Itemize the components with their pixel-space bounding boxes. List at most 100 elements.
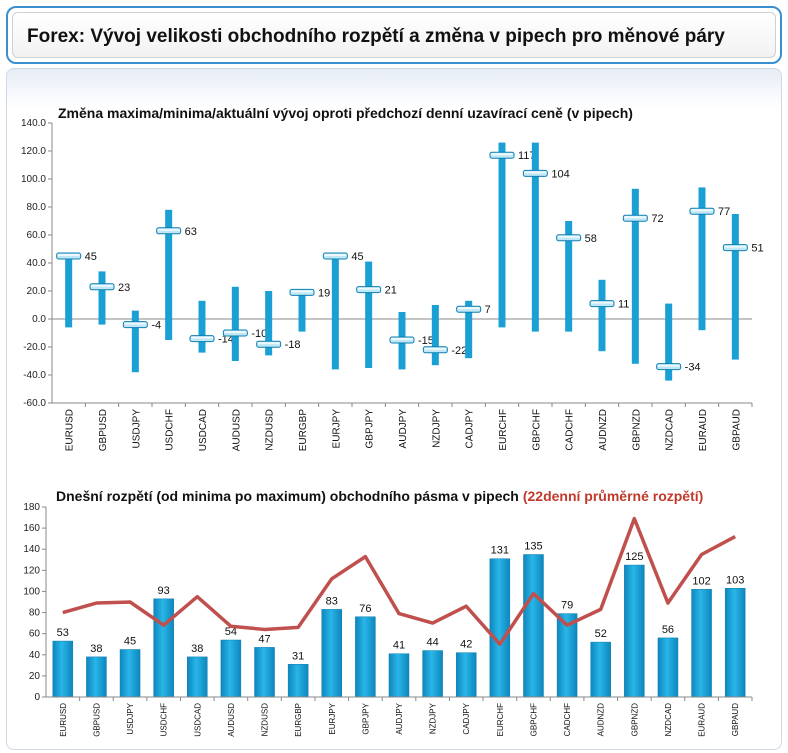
chart1-category-label: USDCAD [198,409,209,451]
page-title: Forex: Vývoj velikosti obchodního rozpět… [27,26,725,47]
chart1-range-bar [231,286,239,361]
chart2-category-label: EURUSD [59,703,68,737]
chart1-category-label: AUDJPY [398,409,409,449]
chart1-category-label: EURGBP [298,409,309,452]
chart1-data-label: 77 [718,206,730,218]
charts-panel [6,68,782,750]
chart1-data-label: -18 [285,339,301,351]
chart2-data-label: 135 [524,541,542,553]
chart1-y-tick-label: -20.0 [23,342,46,353]
chart1-marker-highlight [491,153,513,156]
chart2-data-label: 41 [393,640,405,652]
chart1-marker-highlight [691,209,713,212]
chart1-range-bar [65,254,73,328]
chart1-range-bar [531,142,539,332]
chart2-category-label: EURJPY [328,702,337,734]
chart1-category-label: NZDCAD [665,409,676,451]
chart1-data-label: 19 [318,287,330,299]
chart2-data-label: 76 [359,603,371,615]
chart2-y-tick-label: 60 [29,629,41,640]
chart2-category-label: USDJPY [126,702,135,734]
chart2-data-label: 31 [292,650,304,662]
chart1-category-label: NZDUSD [265,409,276,451]
chart1-category-label: EURAUD [698,409,709,451]
chart1-marker-highlight [124,322,147,325]
chart1-marker-highlight [557,235,580,238]
chart1-y-tick-label: 140.0 [21,118,46,129]
chart2-bar [523,554,544,698]
chart2-data-label: 42 [460,639,472,651]
chart2-plot: 180 160 140 120 100 80 60 40 20 0 53 EURUSD 38 GBPUSD… [23,502,753,737]
chart1-title: Změna maxima/minima/aktuální vývoj oprot… [58,105,633,121]
chart2-category-label: AUDUSD [227,703,236,737]
chart2-y-tick-label: 120 [23,565,40,576]
chart2-category-label: EURGBP [294,703,303,737]
chart1-y-tick-label: 20.0 [27,286,47,297]
chart1-data-label: 23 [118,282,130,294]
chart1-data-label: 63 [185,226,197,238]
chart1-category-label: EURCHF [498,409,509,451]
chart1-data-label: -14 [218,334,234,346]
chart2-category-label: AUDJPY [395,702,404,734]
chart2-category-label: CADJPY [462,702,471,734]
chart1-data-label: 45 [85,251,97,263]
chart2-data-label: 54 [225,626,237,638]
chart1-range-bar [498,142,506,328]
chart1-range-bar [265,291,273,356]
chart2-category-label: EURCHF [496,703,505,736]
chart2-bar [691,589,712,698]
chart2-y-tick-label: 100 [23,586,40,597]
chart2-bar [455,652,477,698]
chart2-category-label: GBPCHF [529,703,538,736]
chart2-bar [321,609,343,698]
chart2-category-label: USDCHF [160,703,169,736]
header-box: Forex: Vývoj velikosti obchodního rozpět… [6,6,782,64]
chart1-data-label: -34 [685,362,701,374]
chart2-data-label: 103 [726,574,744,586]
chart2-bar [52,640,74,698]
chart1-marker-highlight [524,171,547,174]
chart1-data-label: 7 [485,304,491,316]
chart1-category-label: USDJPY [131,409,142,449]
chart2-bar [220,639,242,698]
chart2-bar [624,564,645,698]
chart2-bar [590,641,611,698]
chart1-range-bar [298,289,306,332]
chart1-marker-highlight [591,301,613,304]
chart2-bar [287,664,309,698]
chart1-marker-highlight [157,228,180,231]
chart2-category-label: NZDCAD [664,703,673,737]
chart2-bar [657,637,679,698]
chart2-y-tick-label: 40 [29,650,41,661]
chart1-range-bar [331,254,339,370]
chart2-bar [724,588,746,698]
chart2-category-label: NZDUSD [261,703,270,737]
chart1-y-tick-label: -60.0 [23,398,46,409]
chart1-category-label: AUDNZD [598,409,609,451]
chart2-bar [119,649,141,698]
chart2-data-label: 53 [57,627,69,639]
chart2-category-label: AUDNZD [597,703,606,737]
chart1-category-label: NZDJPY [431,409,442,448]
chart1-range-bar [198,300,206,353]
chart1-plot: 140.0 120.0 100.0 80.0 60.0 40.0 20.0 0.0 -20.0 -… [21,118,764,451]
chart1-data-label: -4 [151,320,161,332]
chart1-range-bar [598,279,606,352]
chart1-range-bar [698,187,706,331]
chart2-data-label: 79 [561,600,573,612]
chart1-range-bar [431,305,439,366]
chart2-category-label: USDCAD [193,703,202,737]
chart1-marker-highlight [391,338,413,340]
chart2-data-label: 93 [158,585,170,597]
chart1-y-tick-label: 100.0 [21,174,46,185]
chart1-marker-highlight [324,254,347,256]
chart2-title-suffix: (22denní průměrné rozpětí) [523,488,703,504]
chart1-marker-highlight [357,287,380,290]
chart1-range-bar [731,214,739,360]
chart1-marker-highlight [424,347,447,350]
chart1-marker-highlight [224,331,247,333]
chart2-category-label: GBPAUD [731,703,740,736]
chart1-category-label: CADJPY [465,409,476,449]
chart1-category-label: AUDUSD [231,409,242,451]
